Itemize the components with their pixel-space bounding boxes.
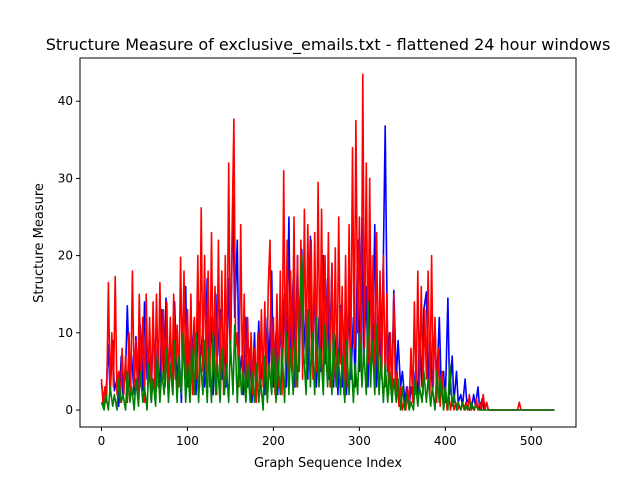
y-tick-label: 20 [58,249,73,263]
y-tick-label: 30 [58,171,73,185]
y-axis-ticks: 0 10 20 30 40 [58,94,80,417]
x-tick-label: 400 [434,434,457,448]
x-tick-label: 0 [98,434,106,448]
plot-area [100,73,555,411]
x-tick-label: 100 [176,434,199,448]
x-axis-ticks: 0 100 200 300 400 500 [98,427,543,448]
axes-frame [79,57,577,428]
chart-title: Structure Measure of exclusive_emails.tx… [46,35,611,55]
y-tick-label: 0 [65,403,73,417]
x-tick-label: 500 [520,434,543,448]
x-axis-label: Graph Sequence Index [254,456,402,471]
y-tick-label: 10 [58,326,73,340]
y-tick-label: 40 [58,94,73,108]
x-tick-label: 200 [262,434,285,448]
x-tick-label: 300 [348,434,371,448]
series-line-3 [100,254,555,411]
y-axis-label: Structure Measure [32,183,47,303]
